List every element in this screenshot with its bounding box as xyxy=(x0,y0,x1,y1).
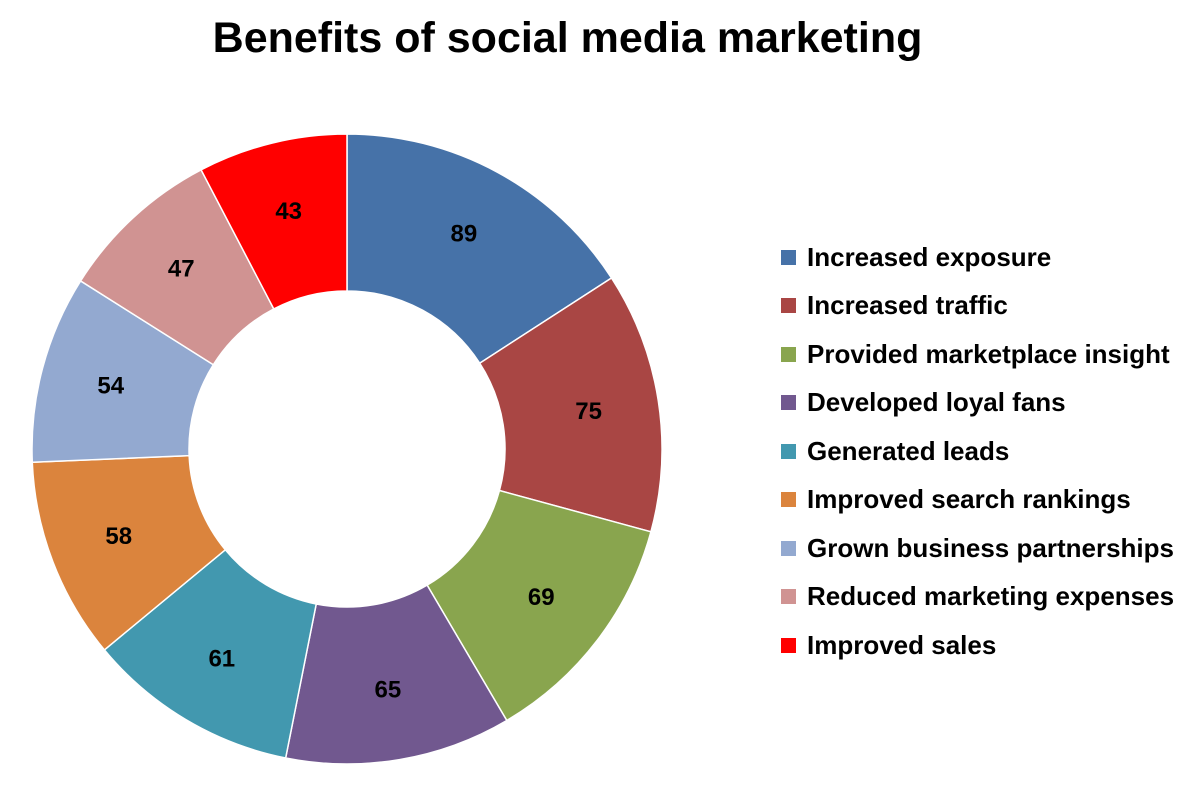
data-label-generated-leads: 61 xyxy=(208,646,235,673)
legend-swatch xyxy=(781,249,796,265)
legend-label: Improved search rankings xyxy=(807,484,1131,515)
legend-label: Increased traffic xyxy=(807,290,1008,321)
legend-item-increased-exposure: Increased exposure xyxy=(781,233,1200,282)
chart-title: Benefits of social media marketing xyxy=(212,14,923,62)
legend-item-improved-search-rankings: Improved search rankings xyxy=(781,476,1200,525)
legend-label: Increased exposure xyxy=(807,241,1052,272)
legend-swatch xyxy=(781,346,796,362)
donut-slice-increased-traffic xyxy=(478,276,663,533)
legend-swatch xyxy=(781,443,796,459)
donut-slice-improved-sales xyxy=(200,133,348,310)
data-label-increased-traffic: 75 xyxy=(575,398,602,425)
data-label-provided-marketplace-insight: 69 xyxy=(528,584,555,611)
data-label-reduced-marketing-expenses: 47 xyxy=(168,256,195,283)
legend-label: Provided marketplace insight xyxy=(807,338,1170,369)
legend-label: Grown business partnerships xyxy=(807,532,1174,563)
legend-item-increased-traffic: Increased traffic xyxy=(781,282,1200,331)
data-label-grown-business-partnerships: 54 xyxy=(97,373,124,400)
data-label-improved-sales: 43 xyxy=(275,198,302,225)
legend-item-generated-leads: Generated leads xyxy=(781,427,1200,476)
legend-swatch xyxy=(781,589,796,605)
chart-legend: Increased exposure Increased traffic Provi… xyxy=(781,233,1200,670)
legend-swatch xyxy=(781,395,796,411)
legend-item-reduced-marketing-expenses: Reduced marketing expenses xyxy=(781,573,1200,622)
legend-label: Developed loyal fans xyxy=(807,387,1066,418)
legend-swatch xyxy=(781,637,796,653)
legend-label: Improved sales xyxy=(807,629,997,660)
legend-swatch xyxy=(781,540,796,556)
legend-item-grown-business-partnerships: Grown business partnerships xyxy=(781,524,1200,573)
donut-slice-developed-loyal-fans xyxy=(284,584,508,765)
legend-item-improved-sales: Improved sales xyxy=(781,621,1200,670)
data-label-improved-search-rankings: 58 xyxy=(105,523,132,550)
legend-item-developed-loyal-fans: Developed loyal fans xyxy=(781,379,1200,428)
legend-swatch xyxy=(781,298,796,314)
legend-swatch xyxy=(781,492,796,508)
legend-label: Generated leads xyxy=(807,435,1010,466)
legend-item-provided-marketplace-insight: Provided marketplace insight xyxy=(781,330,1200,379)
data-label-developed-loyal-fans: 65 xyxy=(375,677,402,704)
donut-slice-provided-marketplace-insight xyxy=(426,489,652,722)
donut-slice-increased-exposure xyxy=(346,133,613,365)
legend-label: Reduced marketing expenses xyxy=(807,581,1175,612)
data-label-increased-exposure: 89 xyxy=(451,221,478,248)
